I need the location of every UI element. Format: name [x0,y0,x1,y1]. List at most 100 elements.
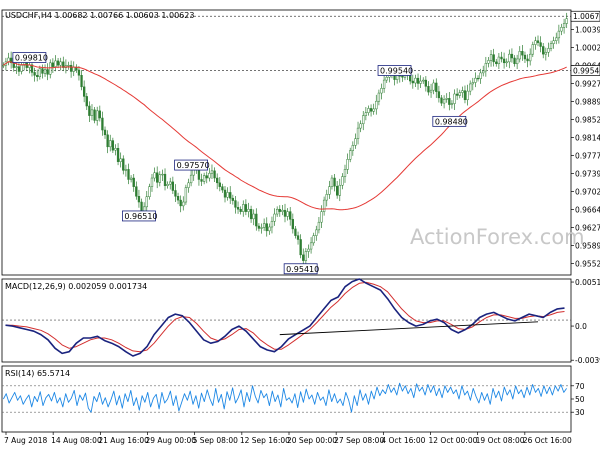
candle-body [349,150,352,160]
y-tick-label: 0.95895 [575,241,600,250]
candle-body [262,223,266,228]
candle-body [49,62,52,75]
candle-body [458,92,461,96]
watermark: ActionForex.com [410,225,585,249]
candle-body [346,159,349,170]
candle-body [161,173,164,176]
candle-body [38,68,41,77]
x-tick-label: 21 Aug 16:00 [98,436,149,445]
candle-body [450,103,454,105]
candle-body [278,208,281,212]
candle-body [362,115,365,125]
candle-body [93,109,96,121]
moving-average-line [3,61,567,211]
candle-body [291,219,294,230]
y-tick-label: 0.97395 [575,169,600,178]
candle-body [534,40,537,45]
panel-frame [1,9,572,276]
y-tick-label: 0.96645 [575,205,600,214]
candle-body [395,75,399,80]
annotation-label: 0.98480 [435,117,468,126]
candle-body [142,206,146,212]
candle-body [343,169,347,177]
candle-body [448,98,451,105]
candle-body [336,185,339,196]
candle-body [461,90,464,93]
candle-body [72,66,75,72]
candle-body [122,158,125,171]
y-tick-label: 30 [575,408,585,417]
candle-body [156,172,159,183]
candle-body [463,90,467,101]
candle-body [56,60,60,66]
candle-body [184,187,188,203]
candle-body [41,68,44,74]
candle-body [482,70,485,74]
candle-body [471,82,474,85]
candle-body [453,93,456,104]
candle-body [260,227,263,229]
candle-body [414,77,417,84]
candle-body [552,40,555,44]
candle-body [109,140,112,148]
candle-body [67,64,70,67]
y-tick-label: 0.005145 [575,278,600,287]
rsi-panel: 70 50 30 RSI(14) 65.5714 [1,365,585,433]
candle-body [283,209,287,217]
x-tick-label: 4 Oct 16:00 [381,436,425,445]
candle-body [179,199,182,207]
candle-body [249,208,253,220]
annotation-label: 0.95410 [286,265,319,274]
x-tick-label: 12 Sep 16:00 [240,436,290,445]
candle-body [69,64,73,72]
candle-body [36,75,39,77]
candle-body [163,173,167,186]
candle-body [466,90,469,101]
annotation-box [122,210,156,222]
x-tick-label: 26 Oct 16:00 [523,436,572,445]
candle-body [223,189,227,198]
candle-body [356,127,360,139]
candle-body [515,58,519,65]
candle-body [333,177,336,187]
annotation-box [12,52,47,63]
candle-body [351,145,354,151]
candle-body [411,80,414,84]
candle-body [119,158,122,162]
candle-body [419,80,422,84]
candle-body [312,235,315,244]
candle-body [296,235,300,240]
macd-panel: 0.005145 0.0 -0.003989 MACD(12,26,9) 0.0020… [1,278,600,365]
candle-body [429,89,433,93]
candle-body [166,184,169,186]
candle-body [487,60,490,64]
candle-body [309,242,313,250]
candle-body [127,169,130,180]
candle-body [88,105,91,116]
candle-body [437,91,441,99]
candle-body [153,172,156,179]
candle-body [289,211,292,220]
price-panel: 1.003951.000200.996450.992700.988950.985… [1,9,600,276]
y-tick-label: 1.00395 [575,25,600,34]
candle-body [281,209,284,212]
y-tick-label: 0.98895 [575,97,600,106]
candle-body [544,51,547,55]
candle-body [526,58,529,62]
candle-body [369,108,373,112]
candle-body [2,64,5,67]
candle-body [330,177,334,187]
candle-body [43,69,47,74]
candle-body [401,76,404,78]
y-tick-label: 50 [575,395,585,404]
candle-body [286,211,289,217]
annotation-box [432,115,467,127]
candle-body [30,64,34,73]
candle-body [174,190,177,197]
candle-body [103,129,107,136]
